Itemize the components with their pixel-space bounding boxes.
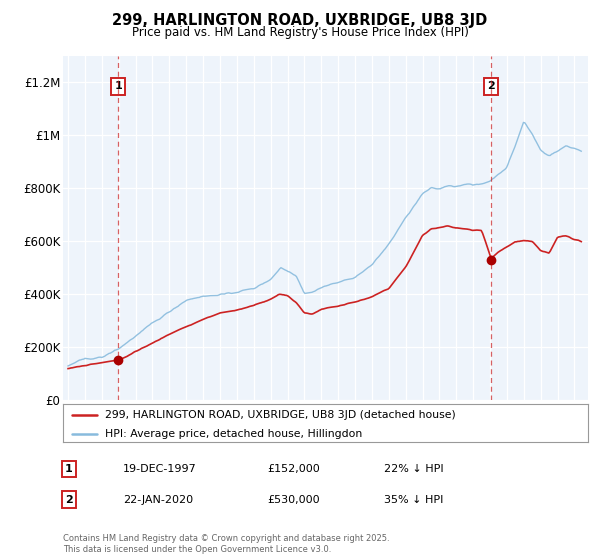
- Text: 2: 2: [487, 81, 495, 91]
- Text: 22% ↓ HPI: 22% ↓ HPI: [384, 464, 443, 474]
- Text: Price paid vs. HM Land Registry's House Price Index (HPI): Price paid vs. HM Land Registry's House …: [131, 26, 469, 39]
- Text: £152,000: £152,000: [267, 464, 320, 474]
- Text: £530,000: £530,000: [267, 494, 320, 505]
- Text: 19-DEC-1997: 19-DEC-1997: [123, 464, 197, 474]
- Text: 1: 1: [115, 81, 122, 91]
- Text: 35% ↓ HPI: 35% ↓ HPI: [384, 494, 443, 505]
- Text: 2: 2: [65, 494, 73, 505]
- Text: 22-JAN-2020: 22-JAN-2020: [123, 494, 193, 505]
- Text: Contains HM Land Registry data © Crown copyright and database right 2025.
This d: Contains HM Land Registry data © Crown c…: [63, 534, 389, 554]
- Text: 299, HARLINGTON ROAD, UXBRIDGE, UB8 3JD: 299, HARLINGTON ROAD, UXBRIDGE, UB8 3JD: [112, 13, 488, 28]
- Text: HPI: Average price, detached house, Hillingdon: HPI: Average price, detached house, Hill…: [105, 429, 362, 439]
- Text: 1: 1: [65, 464, 73, 474]
- Text: 299, HARLINGTON ROAD, UXBRIDGE, UB8 3JD (detached house): 299, HARLINGTON ROAD, UXBRIDGE, UB8 3JD …: [105, 410, 456, 420]
